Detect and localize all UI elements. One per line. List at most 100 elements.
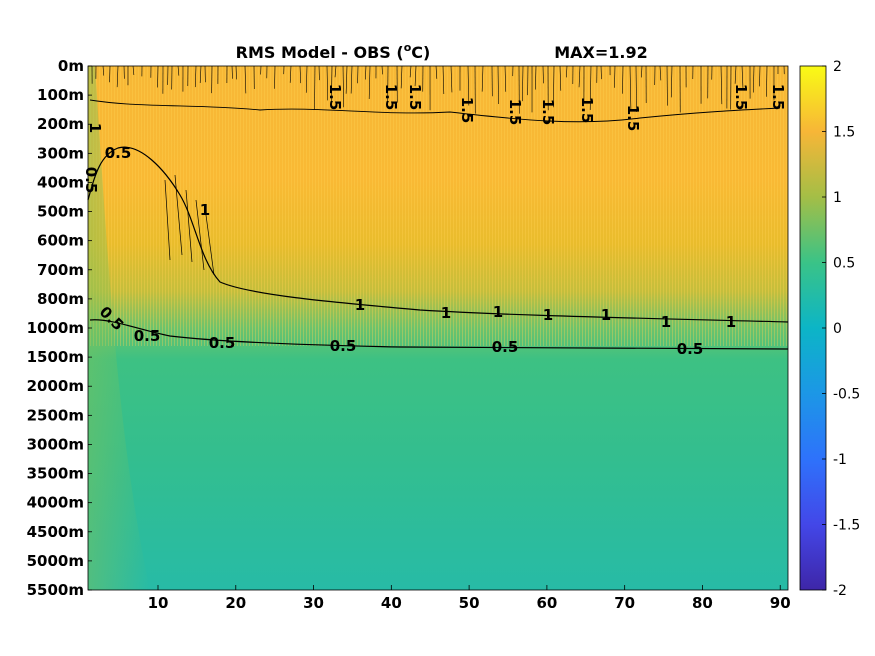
contour-segment xyxy=(345,65,348,94)
contour-label: 1.5 xyxy=(539,99,557,126)
contour-segment xyxy=(244,65,247,94)
contour-segment xyxy=(177,65,180,76)
surface-contour-noise xyxy=(91,65,785,114)
contour-label: 1.5 xyxy=(624,105,642,132)
contour-segment xyxy=(194,65,197,88)
contour-1 xyxy=(87,146,789,323)
y-tick-label: 1000m xyxy=(27,319,84,337)
contour-lines xyxy=(87,99,789,350)
y-tick-label: 800m xyxy=(37,290,84,308)
contour-segment xyxy=(641,65,643,78)
contour-segment xyxy=(720,65,723,105)
y-tick-label: 4500m xyxy=(27,523,84,541)
contour-segment xyxy=(289,65,292,83)
y-tick-label: 300m xyxy=(37,144,84,162)
y-tick-label: 2000m xyxy=(27,377,84,395)
contour-label: 1 xyxy=(543,306,553,324)
contour-segment xyxy=(381,65,383,75)
x-tick-label: 70 xyxy=(614,594,635,612)
y-tick-label: 0m xyxy=(58,57,84,75)
contour-segment xyxy=(450,65,453,93)
colorbar-tick-label: -1 xyxy=(833,452,847,468)
contour-segment xyxy=(535,65,537,90)
contour-segment xyxy=(622,65,624,94)
contour-label: 0.5 xyxy=(82,167,100,194)
contour-segment xyxy=(589,65,592,111)
y-tick-label: 500m xyxy=(37,203,84,221)
contour-segment xyxy=(741,65,744,88)
colorbar-tick-label: -2 xyxy=(833,583,847,599)
contour-segment xyxy=(553,65,555,108)
colorbar-tick-label: 1 xyxy=(833,190,842,206)
contour-segment xyxy=(659,65,662,81)
contour-segment xyxy=(522,65,524,102)
x-tick-label: 90 xyxy=(770,594,791,612)
contour-segment xyxy=(504,65,507,92)
contour-segment xyxy=(734,65,737,84)
max-label: MAX=1.92 xyxy=(554,43,648,62)
y-tick-label: 5000m xyxy=(27,552,84,570)
contour-segment xyxy=(331,65,333,108)
x-tick-label: 40 xyxy=(381,594,402,612)
contour-label: 1.5 xyxy=(458,97,476,124)
contour-label: 0.5 xyxy=(492,338,519,356)
contour-segment xyxy=(759,65,761,87)
contour-segment xyxy=(116,65,119,88)
colorbar-tick-label: -1.5 xyxy=(833,518,860,534)
contour-segment xyxy=(442,65,445,94)
heatmap-field xyxy=(88,66,788,590)
contour-segment xyxy=(350,65,353,94)
colorbar-ticks: 2 1.5 1 0.5 0 -0.5 -1 -1.5 -2 xyxy=(822,59,860,599)
contour-segment xyxy=(199,65,202,84)
contour-label: 1 xyxy=(601,306,611,324)
colorbar-tick-label: 0.5 xyxy=(833,256,855,272)
colorbar-tick-label: -0.5 xyxy=(833,387,860,403)
y-tick-label: 1500m xyxy=(27,348,84,366)
contour-segment xyxy=(481,65,484,92)
contour-label: 1.5 xyxy=(406,84,424,111)
contour-label: 1.5 xyxy=(506,99,524,126)
x-tick-label: 80 xyxy=(692,594,713,612)
contour-label: 1.5 xyxy=(732,84,750,111)
contour-segment xyxy=(614,65,616,88)
contour-segment xyxy=(305,65,308,93)
contour-label: 1 xyxy=(726,313,736,331)
chart-title: RMS Model - OBS (oC) xyxy=(236,41,431,62)
contour-label: 1.5 xyxy=(578,97,596,124)
contour-segment xyxy=(566,65,568,78)
x-axis: 10 20 30 40 50 60 70 80 90 xyxy=(148,585,791,612)
contour-segment xyxy=(409,65,412,78)
contour-label: 1 xyxy=(493,303,503,321)
x-tick-label: 20 xyxy=(225,594,246,612)
y-tick-label: 700m xyxy=(37,261,84,279)
contour-segment xyxy=(467,65,470,106)
contour-segment xyxy=(400,65,403,89)
contour-label: 0.5 xyxy=(330,337,357,355)
contour-segment xyxy=(766,65,768,97)
contour-label: 1 xyxy=(86,123,104,133)
y-tick-label: 2500m xyxy=(27,406,84,424)
contour-segment xyxy=(368,65,371,99)
y-tick-label: 4000m xyxy=(27,494,84,512)
x-tick-label: 30 xyxy=(303,594,324,612)
x-tick-label: 10 xyxy=(148,594,169,612)
contour-segment xyxy=(435,65,438,79)
y-tick-label: 600m xyxy=(37,232,84,250)
contour-label: 1.5 xyxy=(326,84,344,111)
contour-label: 0.5 xyxy=(209,334,236,352)
y-tick-label: 5500m xyxy=(27,581,84,599)
contour-0.5 xyxy=(89,319,789,350)
contour-segment xyxy=(235,65,237,80)
contour-label: 0.5 xyxy=(134,327,161,345)
contour-segment xyxy=(132,65,135,76)
contour-label: 1 xyxy=(661,313,671,331)
contour-segment xyxy=(753,65,755,93)
contour-segment xyxy=(629,65,632,110)
colorbar-tick-label: 0 xyxy=(833,321,842,337)
x-tick-label: 60 xyxy=(536,594,557,612)
contour-segment xyxy=(342,65,344,108)
contour-segment xyxy=(414,65,417,87)
contour-segment xyxy=(559,65,562,91)
y-tick-label: 3000m xyxy=(27,435,84,453)
contour-label: 1.5 xyxy=(382,84,400,111)
